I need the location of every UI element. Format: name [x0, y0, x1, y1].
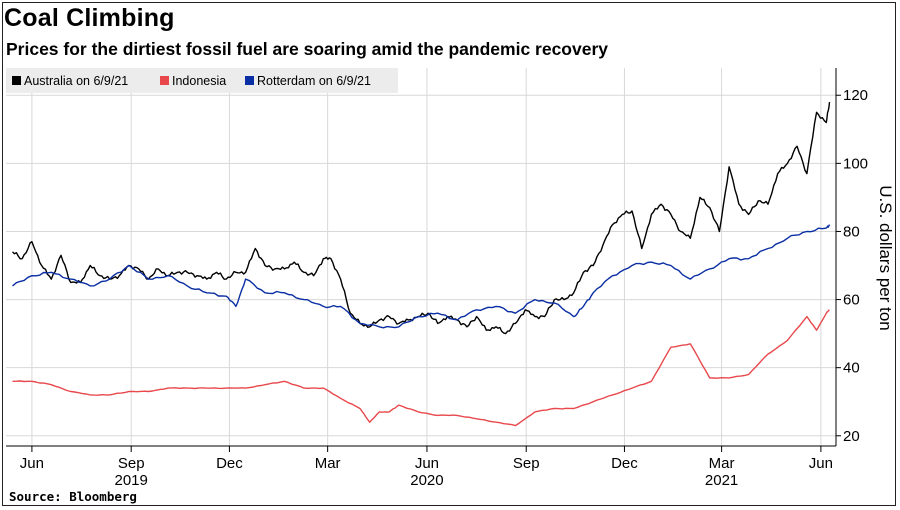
- x-tick-label-year: 2019: [115, 472, 148, 489]
- legend-label-indonesia: Indonesia: [172, 74, 226, 88]
- legend: Australia on 6/9/21 Indonesia Rotterdam …: [6, 68, 398, 93]
- x-tick-label-month: Sep: [513, 455, 540, 472]
- chart-title: Coal Climbing: [4, 4, 175, 32]
- source-note: Source: Bloomberg: [9, 489, 137, 504]
- y-tick-label: 40: [843, 360, 860, 377]
- y-axis-label: U.S. dollars per ton: [876, 185, 895, 331]
- y-tick-label: 60: [843, 292, 860, 309]
- legend-swatch-indonesia: [160, 76, 169, 85]
- x-tick-label-year: 2021: [705, 472, 738, 489]
- x-tick-label-month: Dec: [216, 455, 243, 472]
- series-line-rotterdam: [12, 224, 831, 329]
- y-tick-label: 20: [843, 428, 860, 445]
- x-tick-label-month: Mar: [709, 455, 735, 472]
- gridlines: [6, 68, 836, 446]
- x-tick-label-month: Jun: [415, 455, 439, 472]
- legend-background: [6, 68, 398, 93]
- y-tick-label: 120: [843, 87, 868, 104]
- legend-label-rotterdam: Rotterdam on 6/9/21: [257, 74, 371, 88]
- series-line-australia: [12, 102, 831, 335]
- y-tick-label: 100: [843, 155, 868, 172]
- series-lines: [12, 102, 831, 427]
- chart-subtitle: Prices for the dirtiest fossil fuel are …: [6, 39, 609, 59]
- x-tick-label-month: Sep: [118, 455, 145, 472]
- x-tick-label-month: Jun: [20, 455, 44, 472]
- y-tick-label: 80: [843, 223, 860, 240]
- y-axis-ticks: 20 40 60 80 100 120: [836, 87, 868, 445]
- legend-swatch-australia: [12, 76, 21, 85]
- legend-swatch-rotterdam: [245, 76, 254, 85]
- series-line-indonesia: [12, 309, 830, 427]
- legend-label-australia: Australia on 6/9/21: [24, 74, 128, 88]
- x-tick-label-month: Dec: [611, 455, 638, 472]
- x-tick-label-year: 2020: [410, 472, 443, 489]
- x-tick-label-month: Jun: [809, 455, 833, 472]
- x-tick-label-month: Mar: [315, 455, 341, 472]
